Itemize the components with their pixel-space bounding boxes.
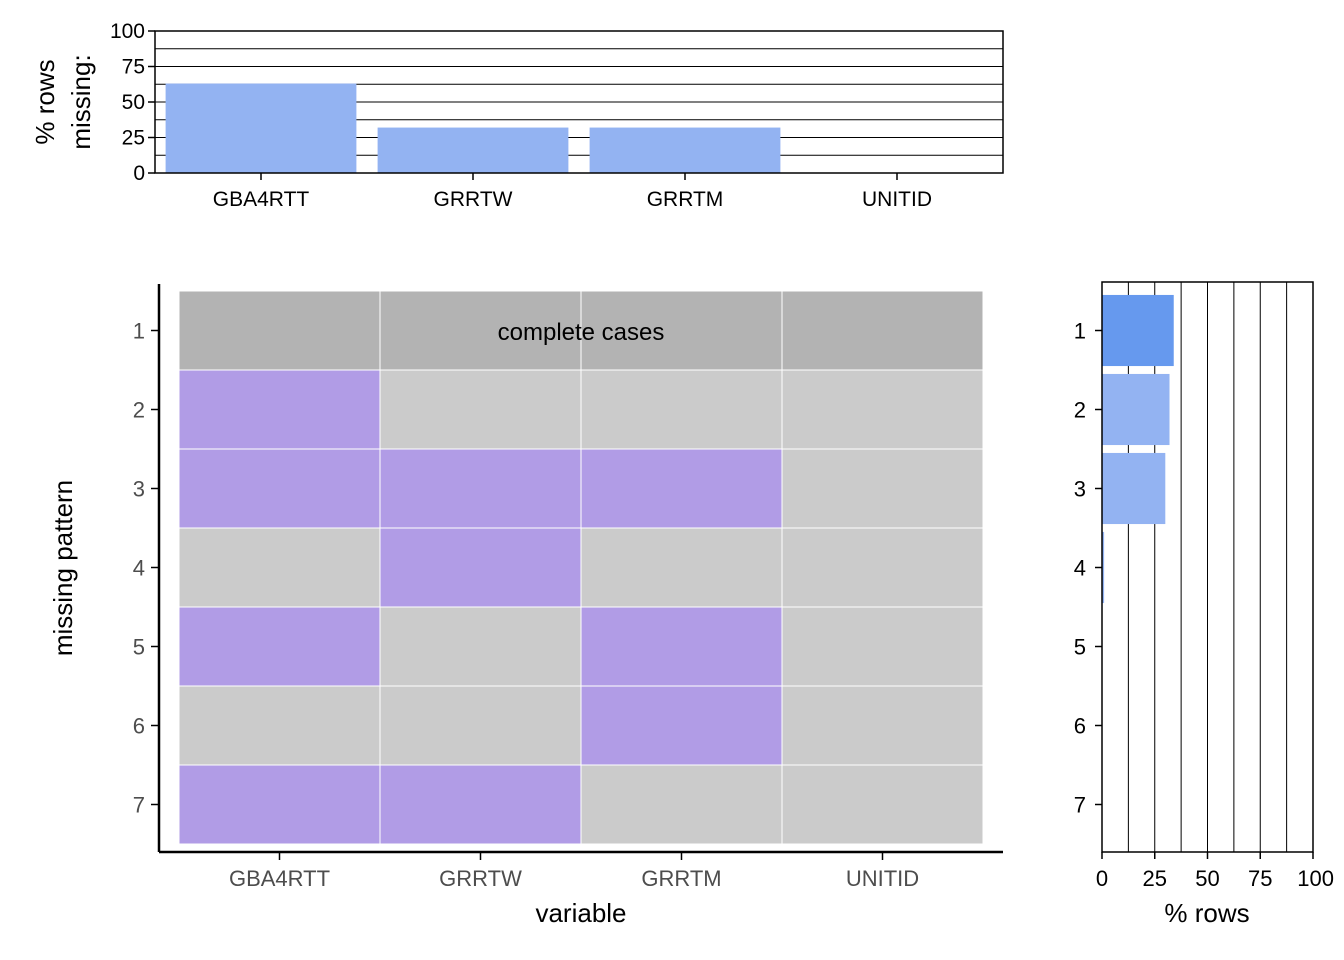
heatmap-cell-r6-gba4rtt	[178, 685, 381, 766]
heatmap-cell-r5-grrtm	[580, 606, 783, 687]
missing-pattern-heatmap: complete cases 1 2 3 4 5 6 7 GBA4RTT GRRTW GRRTM…	[48, 284, 1003, 928]
right-bar-pattern-1	[1102, 294, 1174, 367]
heatmap-cell-r3-grrtw	[379, 448, 582, 529]
right-xtick-label-4: 100	[1297, 866, 1334, 891]
heatmap-cell-r1-unitid	[781, 290, 984, 371]
heatmap-cell-r3-grrtm	[580, 448, 783, 529]
heatmap-y-axis-title: missing pattern	[48, 480, 78, 656]
heatmap-cell-r7-gba4rtt	[178, 764, 381, 845]
right-bar-pattern-3	[1102, 452, 1166, 525]
heatmap-cell-r2-gba4rtt	[178, 369, 381, 450]
heatmap-y-ticks: 1 2 3 4 5 6 7	[133, 319, 159, 818]
right-ytick-label-3: 3	[1074, 477, 1086, 502]
heatmap-cell-r5-gba4rtt	[178, 606, 381, 687]
right-xtick-label-2: 50	[1195, 866, 1219, 891]
top-bar-grrtw	[377, 127, 569, 173]
right-xtick-label-3: 75	[1248, 866, 1272, 891]
top-x-ticks: GBA4RTT GRRTW GRRTM UNITID	[213, 173, 932, 211]
right-ytick-label-7: 7	[1074, 793, 1086, 818]
heatmap-ytick-label-7: 7	[133, 793, 145, 818]
heatmap-cell-r2-grrtm	[580, 369, 783, 450]
top-ytick-label-2: 50	[122, 91, 145, 114]
heatmap-cell-r5-unitid	[781, 606, 984, 687]
heatmap-cell-r5-grrtw	[379, 606, 582, 687]
heatmap-cell-r7-grrtw	[379, 764, 582, 845]
heatmap-cell-r3-gba4rtt	[178, 448, 381, 529]
top-bars	[165, 83, 781, 173]
heatmap-cell-r2-grrtw	[379, 369, 582, 450]
right-gridlines	[1101, 282, 1314, 852]
heatmap-cells	[178, 290, 984, 845]
heatmap-x-axis-title: variable	[535, 898, 626, 928]
heatmap-ytick-label-3: 3	[133, 477, 145, 502]
top-ytick-label-1: 25	[122, 127, 145, 150]
right-x-ticks: 0 25 50 75 100	[1096, 852, 1334, 891]
right-xtick-label-1: 25	[1143, 866, 1167, 891]
right-bar-pattern-2	[1102, 373, 1170, 446]
heatmap-cell-r4-grrtw	[379, 527, 582, 608]
heatmap-cell-r6-grrtw	[379, 685, 582, 766]
top-y-axis-label-line2: missing:	[66, 54, 96, 149]
right-ytick-label-2: 2	[1074, 398, 1086, 423]
heatmap-ytick-label-5: 5	[133, 635, 145, 660]
complete-cases-annotation: complete cases	[498, 319, 665, 346]
top-y-axis-label-line1: % rows	[30, 59, 60, 144]
heatmap-ytick-label-2: 2	[133, 398, 145, 423]
heatmap-cell-r6-unitid	[781, 685, 984, 766]
heatmap-x-ticks: GBA4RTT GRRTW GRRTM UNITID	[229, 852, 919, 891]
missing-by-variable-chart: 0 25 50 75 100 GBA4RTT GRRTW GRRTM UNITID % row…	[30, 20, 1004, 211]
pattern-frequency-chart: 1 2 3 4 5 6 7 0 25 50 75 100 % rows	[1074, 281, 1334, 928]
top-ytick-label-3: 75	[122, 56, 145, 79]
top-xtick-label-0: GBA4RTT	[213, 188, 310, 211]
right-xtick-label-0: 0	[1096, 866, 1108, 891]
heatmap-cell-r1-grrtm	[580, 290, 783, 371]
right-y-ticks: 1 2 3 4 5 6 7	[1074, 319, 1102, 818]
heatmap-cell-r3-unitid	[781, 448, 984, 529]
right-ytick-label-1: 1	[1074, 319, 1086, 344]
heatmap-cell-r2-unitid	[781, 369, 984, 450]
top-xtick-label-3: UNITID	[862, 188, 932, 211]
top-ytick-label-0: 0	[133, 162, 145, 185]
right-bars	[1102, 294, 1174, 604]
heatmap-cell-r7-unitid	[781, 764, 984, 845]
top-bar-gba4rtt	[165, 83, 357, 173]
right-bar-pattern-4	[1102, 531, 1105, 604]
top-bar-grrtm	[589, 127, 781, 173]
top-ytick-label-4: 100	[110, 20, 145, 43]
heatmap-cell-r4-gba4rtt	[178, 527, 381, 608]
top-xtick-label-2: GRRTM	[647, 188, 724, 211]
heatmap-xtick-label-3: UNITID	[846, 866, 919, 891]
heatmap-cell-r1-gba4rtt	[178, 290, 381, 371]
heatmap-cell-r4-grrtm	[580, 527, 783, 608]
right-ytick-label-4: 4	[1074, 556, 1086, 581]
right-ytick-label-5: 5	[1074, 635, 1086, 660]
heatmap-ytick-label-1: 1	[133, 319, 145, 344]
heatmap-ytick-label-4: 4	[133, 556, 145, 581]
heatmap-cell-r4-unitid	[781, 527, 984, 608]
heatmap-cell-r7-grrtm	[580, 764, 783, 845]
heatmap-xtick-label-2: GRRTM	[641, 866, 721, 891]
right-x-axis-title: % rows	[1164, 898, 1249, 928]
heatmap-xtick-label-0: GBA4RTT	[229, 866, 330, 891]
right-ytick-label-6: 6	[1074, 714, 1086, 739]
heatmap-cell-r6-grrtm	[580, 685, 783, 766]
top-xtick-label-1: GRRTW	[434, 188, 513, 211]
heatmap-ytick-label-6: 6	[133, 714, 145, 739]
heatmap-xtick-label-1: GRRTW	[439, 866, 522, 891]
top-y-ticks: 0 25 50 75 100	[110, 20, 155, 185]
